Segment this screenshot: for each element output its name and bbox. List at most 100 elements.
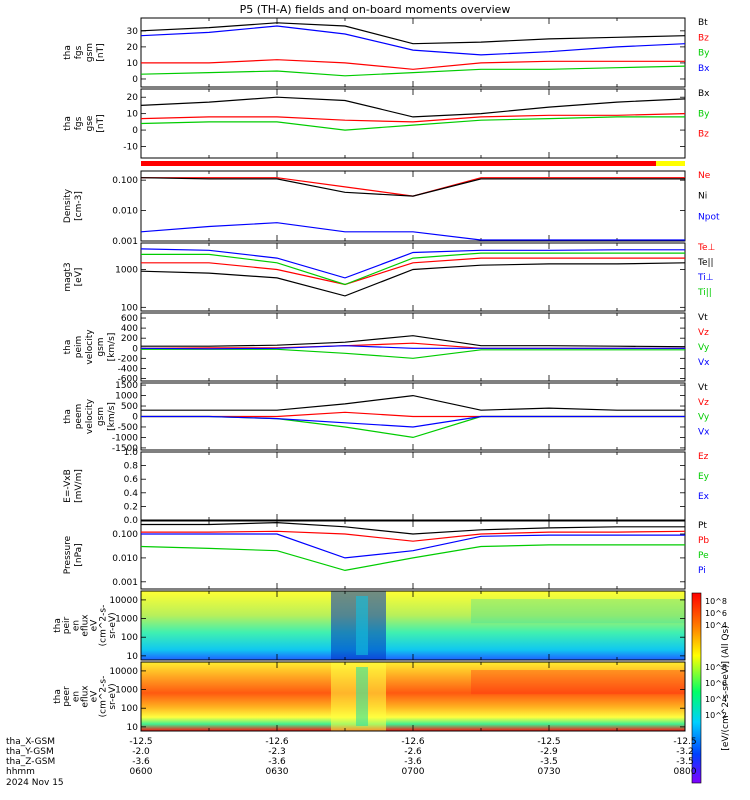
panel-frame-pressure [140,520,686,590]
ytick-label: 0.6 [124,475,139,485]
series-temperature-Te_par [140,262,686,297]
ytick-label: 0.001 [112,578,138,588]
ylabel-line: Pressure [63,535,73,574]
ytick-label: 1000 [115,265,138,275]
series-density-Ne [141,177,685,197]
ytick-label: 10 [127,723,139,733]
series-group-peim_velocity [140,335,686,359]
legend-peem_velocity-0: Vt [698,383,708,393]
colorbar-tick-upper: 10^8 [705,597,727,606]
legend-pressure-1: Pb [698,536,709,546]
ylabel-line: [km/s] [107,333,117,362]
ylabel-line: [cm-3] [74,191,84,221]
footer-row-label: tha_Z-GSM [6,757,55,767]
ytick-label: -400 [118,364,139,374]
quality-bar-red [141,161,656,166]
series-peem_velocity-Vt [141,394,685,411]
ytick-label: 20 [127,93,139,103]
ytick-label: 1500 [115,381,138,391]
ytick-label: 600 [121,314,138,324]
panel-density: 0.100 0.010 0.001 Density [cm-3] Ne Ni Npot [63,170,720,247]
footer-value: -12.5 [537,737,560,747]
ytick-label: 1.0 [124,448,139,458]
legend-efield-2: Ex [698,492,710,502]
legend-temperature-1: Te|| [697,258,714,268]
series-group-pressure [140,521,686,572]
ylabel-line: [km/s] [107,402,117,431]
colorbar-tick-lower: 10^6 [705,679,727,688]
ytick-label: 100 [121,704,138,714]
series-group-density [140,177,685,241]
series-fgs2-By [140,116,685,131]
footer-value: 0800 [674,767,697,777]
spectrogram-disturbance-core [356,596,368,655]
ylabel-line: en [71,620,81,631]
ytick-label: 10000 [109,667,138,677]
series-pressure-Pb [141,530,686,542]
series-fgs2-Bz [140,113,686,123]
series-group-fgs [140,22,686,77]
series-fgs2-Bx [140,96,686,118]
footer-value: -12.6 [265,737,289,747]
ytick-label: 0 [132,75,138,85]
ylabel-line: fgs [74,116,84,130]
legend-density-0: Ne [698,171,711,181]
series-peim_velocity-Vx [140,345,685,350]
series-fgs-Bx [140,25,686,56]
ylabel-line: gsm [96,407,106,426]
ytick-label: 0.100 [112,530,138,540]
ytick-label: 400 [121,324,138,334]
ytick-label: 0.001 [112,237,138,247]
series-group-fgs2 [140,96,686,131]
legend-temperature-0: Te⊥ [697,243,716,253]
legend-fgs-1: Bz [698,33,709,43]
ylabel-line: [nT] [96,114,106,132]
footer-value: -3.6 [268,757,286,767]
ytick-label: -1000 [112,433,138,443]
colorbar: [eV/(cm^2-s-sr-eV)] (All Qs) [691,592,731,784]
legend-fgs2-2: Bz [698,130,709,140]
ytick-label: 10000 [109,596,138,606]
footer-value: -2.3 [268,747,286,757]
ylabel-line: fgs [74,45,84,59]
ytick-label: 0.2 [124,502,138,512]
footer-row-label: tha_X-GSM [6,737,55,747]
series-peim_velocity-Vy [141,348,685,359]
series-fgs-Bz [141,59,685,70]
legend-efield-1: Ey [698,472,710,482]
ylabel-line: eV [90,690,100,703]
ytick-label: -10 [123,143,138,153]
ytick-label: 0 [132,413,138,423]
legend-fgs-0: Bt [698,18,708,28]
legend-density-2: Npot [698,212,720,222]
ytick-label: 100 [121,633,138,643]
ylabel-line: eflux [80,685,90,708]
footer-date: 2024 Nov 15 [6,778,64,788]
panel-frame-fgs2 [140,88,686,159]
ytick-label: -500 [118,423,139,433]
ytick-label: 1000 [115,686,138,696]
ylabel-line: peim [74,336,84,359]
footer-value: -2.0 [132,747,150,757]
series-density-Npot [140,222,685,241]
legend-fgs2-0: Bx [698,89,710,99]
series-group-peem_velocity [141,394,685,439]
ylabel-line: velocity [85,398,95,434]
ytick-label: 0.010 [112,554,138,564]
ylabel-line: gse [85,115,95,131]
colorbar-label: [eV/(cm^2-s-sr-eV)] (All Qs) [721,625,731,750]
series-pressure-Pt [141,521,685,535]
spectrogram-band [471,670,685,695]
colorbar-tick-upper: 10^4 [705,621,727,630]
legend-peim_velocity-3: Vx [698,358,710,368]
spectrogram-peer_eflux [141,662,685,731]
series-temperature-Te_perp [141,257,685,286]
ylabel-line: tha [53,689,63,704]
legend-pressure-2: Pe [698,551,709,561]
ytick-label: 500 [121,402,138,412]
colorbar-tick-lower: 10^8 [705,663,727,672]
footer-value: -3.5 [540,757,558,767]
series-temperature-Ti_perp [140,248,685,279]
ytick-label: 0.0 [124,516,139,526]
